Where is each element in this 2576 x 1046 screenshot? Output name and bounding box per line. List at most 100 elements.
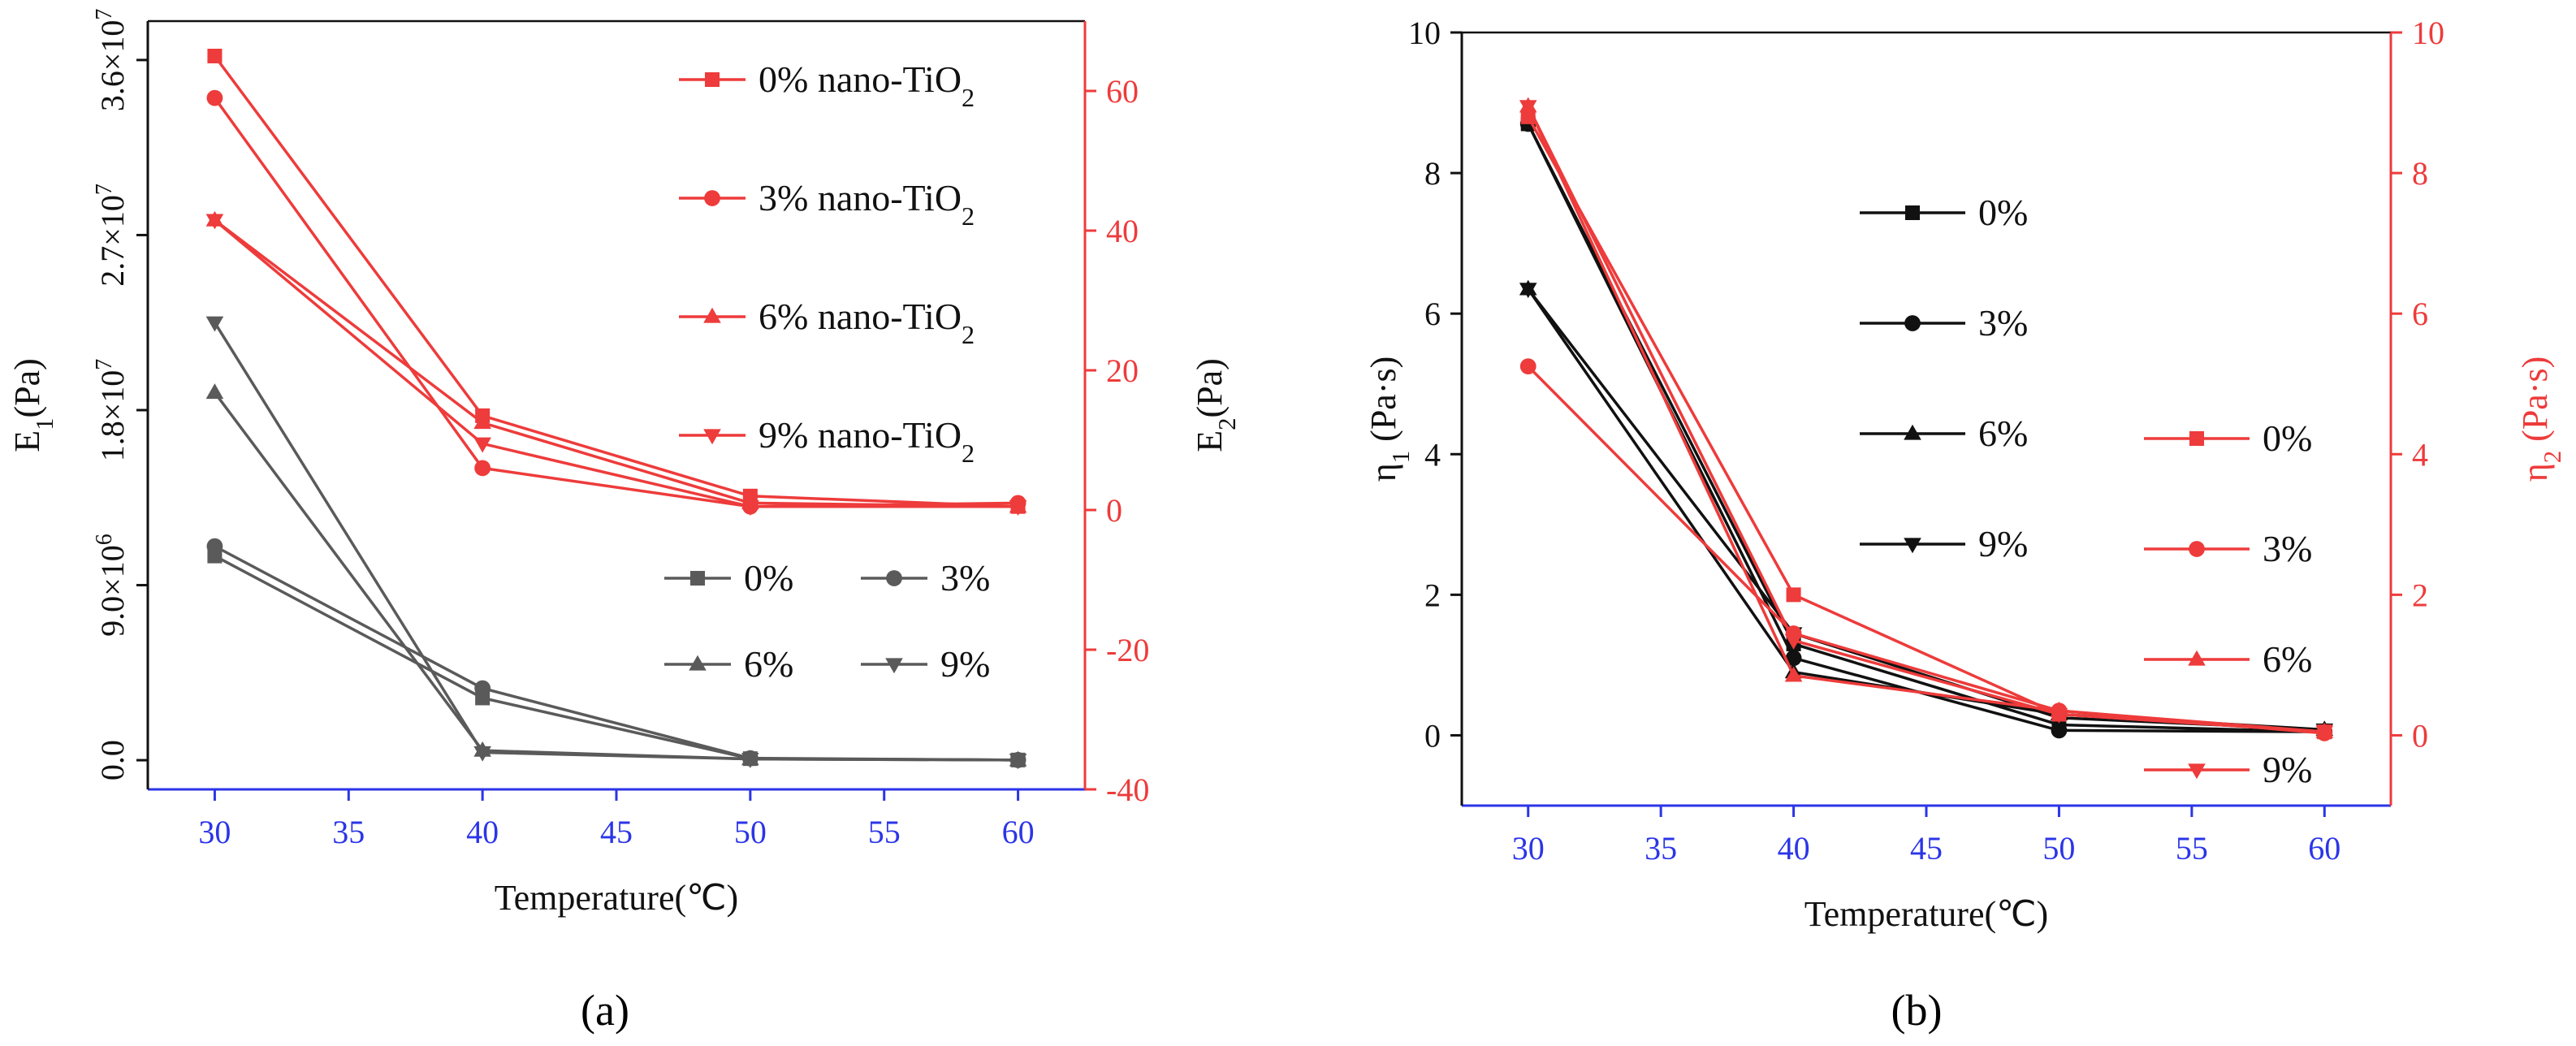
right-series-0-point — [1786, 587, 1801, 603]
right-series-line-2 — [1527, 106, 2325, 733]
right-series-1-point — [1519, 358, 1537, 374]
right-series-line-0 — [1527, 116, 2325, 733]
y-right-tick-label: 4 — [2412, 436, 2428, 473]
x-tick-label: 40 — [466, 814, 499, 850]
right-series-line-3 — [214, 218, 1018, 508]
left-series-line-0 — [1527, 123, 2325, 733]
right-series-line-3 — [1527, 106, 2325, 733]
x-tick-label: 35 — [332, 814, 365, 850]
x-axis-label: Temperature(℃) — [1804, 894, 2048, 934]
legend-b-right-1-label: 3% — [2263, 528, 2312, 569]
right-series-3-point — [2315, 725, 2334, 741]
y-left-tick-label: 2 — [1424, 577, 1441, 613]
x-tick-label: 55 — [2176, 830, 2208, 867]
y-left-tick-label: 1.8×107 — [92, 359, 132, 462]
y-right-tick-label: 6 — [2412, 296, 2428, 332]
right-series-3-point — [1009, 500, 1027, 516]
right-series-3-point — [473, 437, 491, 453]
y-right-tick-label: 60 — [1106, 73, 1139, 110]
x-tick-label: 60 — [1002, 814, 1035, 850]
right-series-3-point — [205, 214, 224, 230]
right-series-1-point — [206, 89, 223, 106]
x-tick-label: 35 — [1645, 830, 1677, 867]
left-series-line-3 — [213, 322, 1018, 762]
left-series-3-point — [473, 746, 491, 762]
legend-a-left-1-label: 3% — [940, 557, 990, 599]
left-series-line-0 — [214, 555, 1018, 762]
legend-b-left-1-label: 3% — [1978, 302, 2028, 344]
x-tick-label: 45 — [600, 814, 633, 850]
right-series-0-point — [207, 49, 223, 63]
x-tick-label: 40 — [1778, 830, 1810, 867]
y-left-tick-label: 9.0×106 — [92, 534, 132, 637]
y-left-axis-label: E1(Pa) — [7, 358, 58, 452]
legend-a-left-0-marker — [690, 571, 705, 586]
panel-a-caption: (a) — [581, 986, 629, 1035]
left-series-3-point — [1009, 754, 1027, 770]
right-series-2-point — [1784, 666, 1803, 682]
x-tick-label: 55 — [868, 814, 901, 850]
legend-a-left-3-marker — [885, 658, 903, 674]
left-series-1-point — [2051, 722, 2068, 739]
legend-b-right-3-label: 9% — [2263, 749, 2312, 790]
left-series-3-point — [1519, 283, 1537, 299]
legend-a-right-0-marker — [705, 72, 720, 87]
y-left-tick-label: 0.0 — [94, 740, 131, 780]
legend-b-right-3-marker — [2188, 763, 2206, 780]
y-right-axis-label: η2 (Pa·s) — [2515, 357, 2566, 482]
legend-b-left-0-marker — [1905, 205, 1920, 220]
legend-a-left-3-label: 9% — [940, 643, 990, 685]
legend-b-left-1-marker — [1904, 315, 1921, 331]
y-right-tick-label: -20 — [1106, 632, 1149, 668]
legend-a-right-2-label: 6% nano-TiO2 — [759, 296, 975, 349]
legend-b-left-2-label: 6% — [1978, 413, 2028, 454]
y-left-tick-label: 8 — [1424, 155, 1441, 192]
y-right-tick-label: 0 — [2412, 717, 2428, 754]
left-series-3-point — [741, 752, 759, 768]
y-left-tick-label: 4 — [1424, 436, 1441, 473]
y-right-tick-label: 10 — [2412, 15, 2444, 51]
legend-a-right-1-label: 3% nano-TiO2 — [759, 177, 975, 231]
legend-b-left-0-label: 0% — [1978, 192, 2028, 233]
legend-b-left-3-label: 9% — [1978, 523, 2028, 564]
legend-b-left-2-marker — [1904, 424, 1921, 440]
x-tick-label: 50 — [734, 814, 767, 850]
right-series-3-point — [1519, 100, 1537, 116]
y-right-tick-label: -40 — [1106, 772, 1149, 808]
right-series-line-0 — [214, 54, 1018, 508]
right-series-3-point — [1784, 633, 1803, 650]
y-left-tick-label: 2.7×107 — [92, 184, 132, 287]
legend-a-left-0-label: 0% — [744, 557, 793, 599]
panel-b-chart: 30 35 40 45 50 55 60 Temperature(℃) 0 2 4 6 8 10 0 2 4 6 8… — [1364, 15, 2566, 934]
right-series-3-point — [741, 500, 759, 516]
legend-b-right-0-label: 0% — [2263, 417, 2312, 459]
left-series-1-point — [474, 680, 491, 697]
legend-a-left-2-marker — [689, 655, 707, 671]
y-left-tick-label: 0 — [1424, 717, 1441, 754]
x-axis-label: Temperature(℃) — [495, 878, 738, 918]
left-series-line-1 — [1527, 123, 2325, 733]
x-tick-label: 60 — [2308, 830, 2340, 867]
y-left-axis-label: η1 (Pa·s) — [1364, 357, 1415, 482]
legend-b-right-0-marker — [2189, 431, 2204, 446]
panel-a-chart: 30 35 40 45 50 55 60 Temperature(℃) 0.0 9.0×106 1.… — [7, 9, 1241, 918]
y-right-tick-label: 40 — [1106, 213, 1139, 249]
x-tick-label: 30 — [1512, 830, 1545, 867]
y-right-tick-label: 8 — [2412, 155, 2428, 192]
y-left-tick-label: 10 — [1408, 15, 1441, 51]
y-right-tick-label: 20 — [1106, 352, 1139, 389]
x-tick-label: 45 — [1910, 830, 1943, 867]
legend-a-left-2-label: 6% — [744, 643, 793, 685]
legend-b-left-3-marker — [1904, 538, 1921, 554]
right-series-3-point — [2050, 707, 2068, 724]
legend-b-right-2-label: 6% — [2263, 638, 2312, 680]
x-tick-label: 30 — [198, 814, 231, 850]
legend-a-right-0-label: 0% nano-TiO2 — [759, 58, 975, 112]
y-right-axis-label: E2(Pa) — [1190, 358, 1241, 452]
legend-a-right-3-marker — [703, 429, 721, 445]
y-left-tick-label: 3.6×107 — [92, 9, 132, 112]
legend-a-right-2-marker — [703, 307, 721, 323]
x-tick-label: 50 — [2042, 830, 2075, 867]
right-series-2-point — [473, 413, 491, 430]
